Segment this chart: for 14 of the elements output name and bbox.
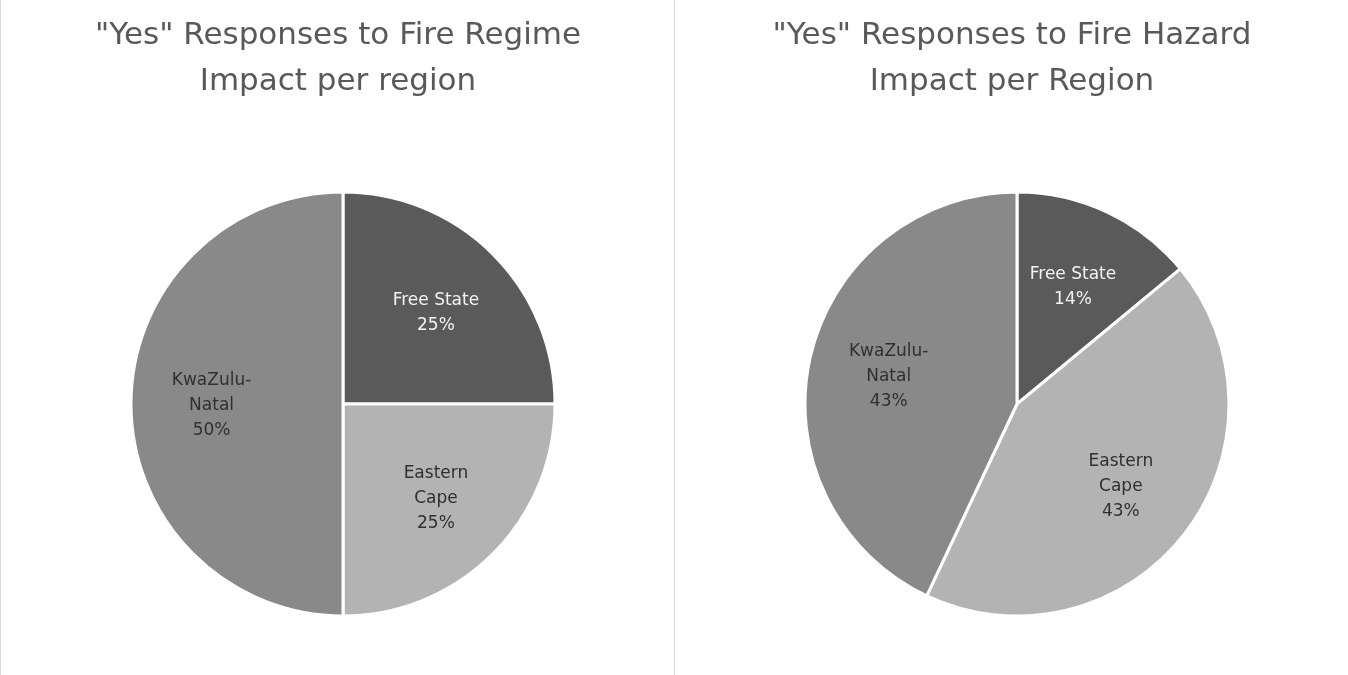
data-label: 25% [417, 313, 455, 334]
data-label: 50% [192, 419, 231, 439]
slice-label: Eastern Cape [1088, 449, 1154, 495]
data-label: 25% [417, 511, 455, 532]
chart-title: "Yes" Responses to Fire Regime Impact per region [93, 14, 583, 99]
slice-label: Eastern Cape [403, 461, 469, 507]
slice-label: Free State [1029, 262, 1117, 283]
slice-label: KwaZulu-Natal [171, 369, 252, 414]
chart-title: "Yes" Responses to Fire Hazard Impact per Region [771, 14, 1253, 99]
data-label: 43% [1101, 499, 1140, 520]
slice-label: KwaZulu-Natal [848, 340, 929, 386]
data-label: 14% [1054, 287, 1092, 308]
data-label: 43% [869, 390, 908, 411]
slice-label: Free State [392, 288, 480, 309]
